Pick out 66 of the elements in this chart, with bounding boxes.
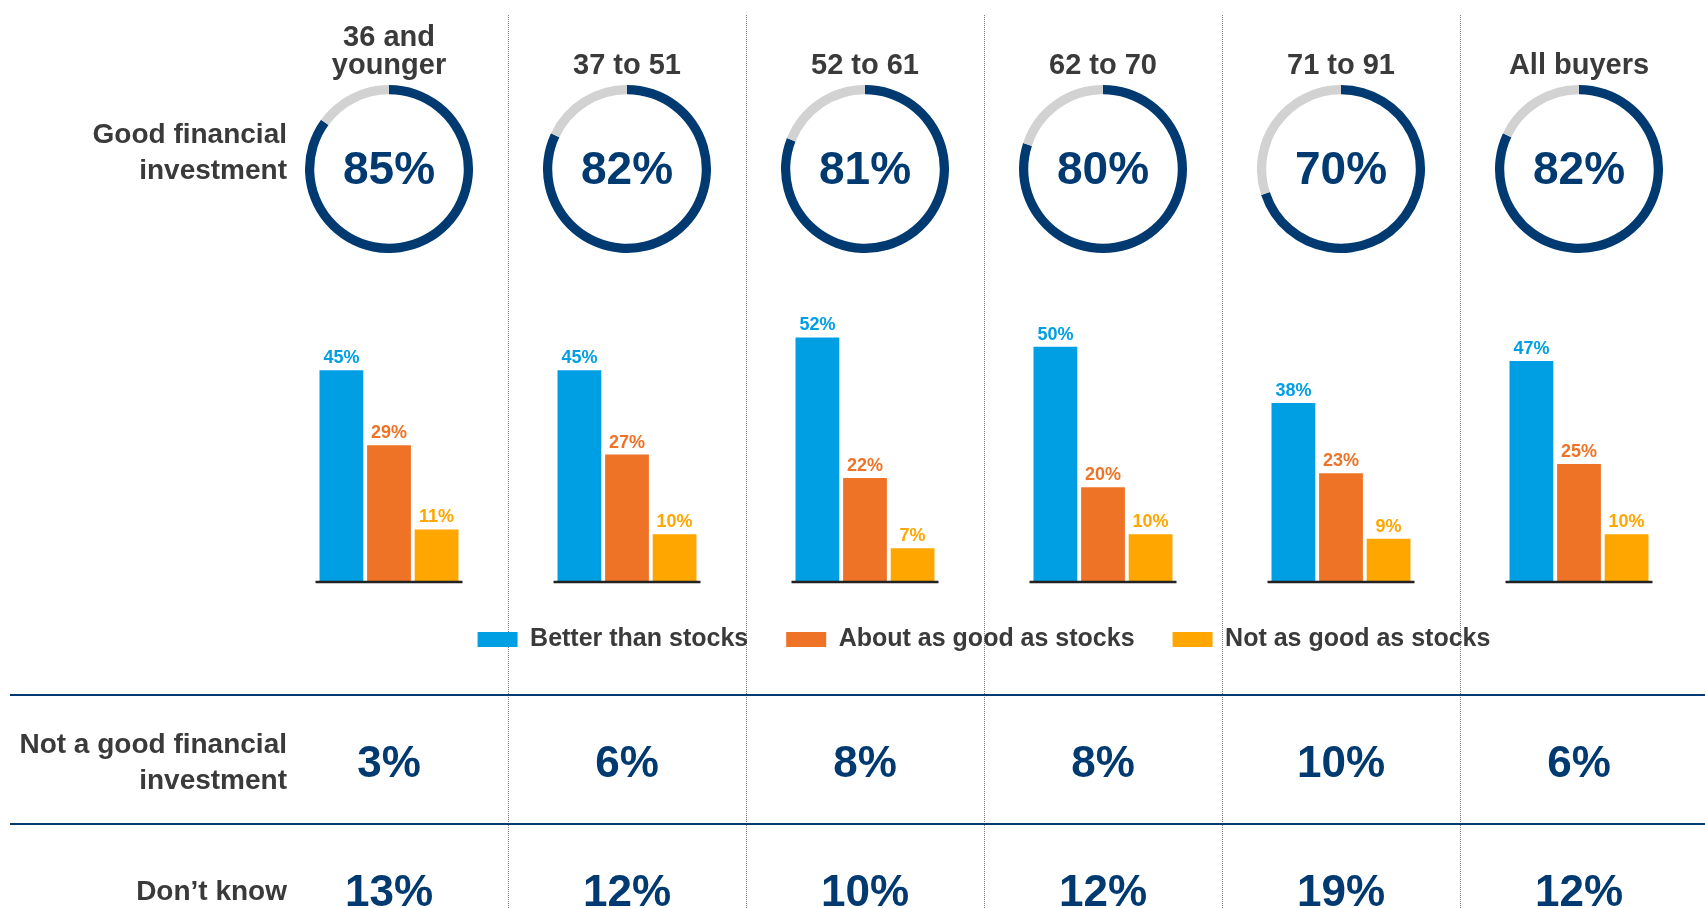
bar bbox=[1271, 403, 1316, 581]
bar bbox=[605, 454, 649, 581]
bar bbox=[890, 548, 935, 581]
text: 6% bbox=[1547, 737, 1611, 786]
bar bbox=[1604, 534, 1649, 581]
chart-title: 52 to 61 bbox=[810, 48, 920, 80]
category-label: Don’t know bbox=[136, 875, 287, 906]
bar bbox=[1319, 473, 1363, 581]
data-label: 20% bbox=[1084, 464, 1122, 485]
data-label: 10% bbox=[1608, 511, 1645, 532]
text: 13% bbox=[344, 866, 434, 908]
chart-title: 37 to 51 bbox=[572, 48, 682, 80]
data-label: 25% bbox=[1560, 440, 1598, 461]
data-label: 29% bbox=[370, 422, 408, 443]
bar bbox=[1366, 538, 1411, 581]
bar bbox=[795, 337, 840, 581]
data-label: 80% bbox=[1056, 141, 1150, 194]
bar bbox=[557, 370, 602, 581]
data-label: 23% bbox=[1322, 450, 1360, 471]
text: 8% bbox=[833, 737, 897, 786]
text: 10% bbox=[820, 866, 910, 908]
bar bbox=[1509, 360, 1554, 581]
legend-label: About as good as stocks bbox=[838, 623, 1135, 652]
bar bbox=[843, 477, 887, 581]
text: 12% bbox=[1534, 866, 1624, 908]
data-label: 81% bbox=[818, 141, 912, 194]
data-label: 11% bbox=[419, 506, 455, 527]
slice-label: Good financial investment bbox=[91, 117, 287, 187]
bar bbox=[1557, 463, 1601, 581]
data-label: 85% bbox=[342, 141, 436, 194]
text: 19% bbox=[1296, 866, 1386, 908]
data-label: 10% bbox=[656, 511, 693, 532]
legend-label: Better than stocks bbox=[530, 623, 749, 652]
data-label: 52% bbox=[799, 314, 836, 335]
data-label: 9% bbox=[1375, 515, 1402, 536]
data-label: 38% bbox=[1275, 380, 1312, 400]
bar bbox=[367, 445, 411, 581]
chart-title: All buyers bbox=[1507, 48, 1651, 80]
data-label: 7% bbox=[899, 525, 926, 546]
text: 6% bbox=[595, 737, 659, 786]
text: 12% bbox=[1058, 866, 1148, 908]
text: 10% bbox=[1296, 737, 1386, 786]
data-label: 22% bbox=[846, 454, 884, 475]
bar bbox=[319, 370, 364, 581]
data-label: 82% bbox=[580, 141, 674, 194]
data-label: 82% bbox=[1532, 141, 1626, 194]
chart-title: 71 to 91 bbox=[1286, 48, 1396, 80]
data-label: 45% bbox=[561, 347, 598, 368]
bar bbox=[1081, 487, 1125, 581]
bar bbox=[1033, 346, 1078, 581]
data-label: 50% bbox=[1037, 323, 1074, 344]
chart-title: 62 to 70 bbox=[1048, 48, 1158, 80]
text: 8% bbox=[1071, 737, 1135, 786]
bar bbox=[652, 534, 697, 581]
legend-label: Not as good as stocks bbox=[1225, 623, 1491, 652]
data-label: 45% bbox=[323, 347, 360, 368]
bar bbox=[414, 529, 459, 581]
category-label: Not a good financial investment bbox=[19, 728, 287, 795]
text: 12% bbox=[582, 866, 672, 908]
data-label: 70% bbox=[1294, 141, 1388, 194]
text: 3% bbox=[357, 737, 421, 786]
chart-title: 36 and younger bbox=[330, 20, 448, 80]
data-label: 10% bbox=[1132, 511, 1169, 532]
data-label: 27% bbox=[608, 431, 646, 452]
bar bbox=[1128, 534, 1173, 581]
data-label: 47% bbox=[1513, 337, 1550, 358]
